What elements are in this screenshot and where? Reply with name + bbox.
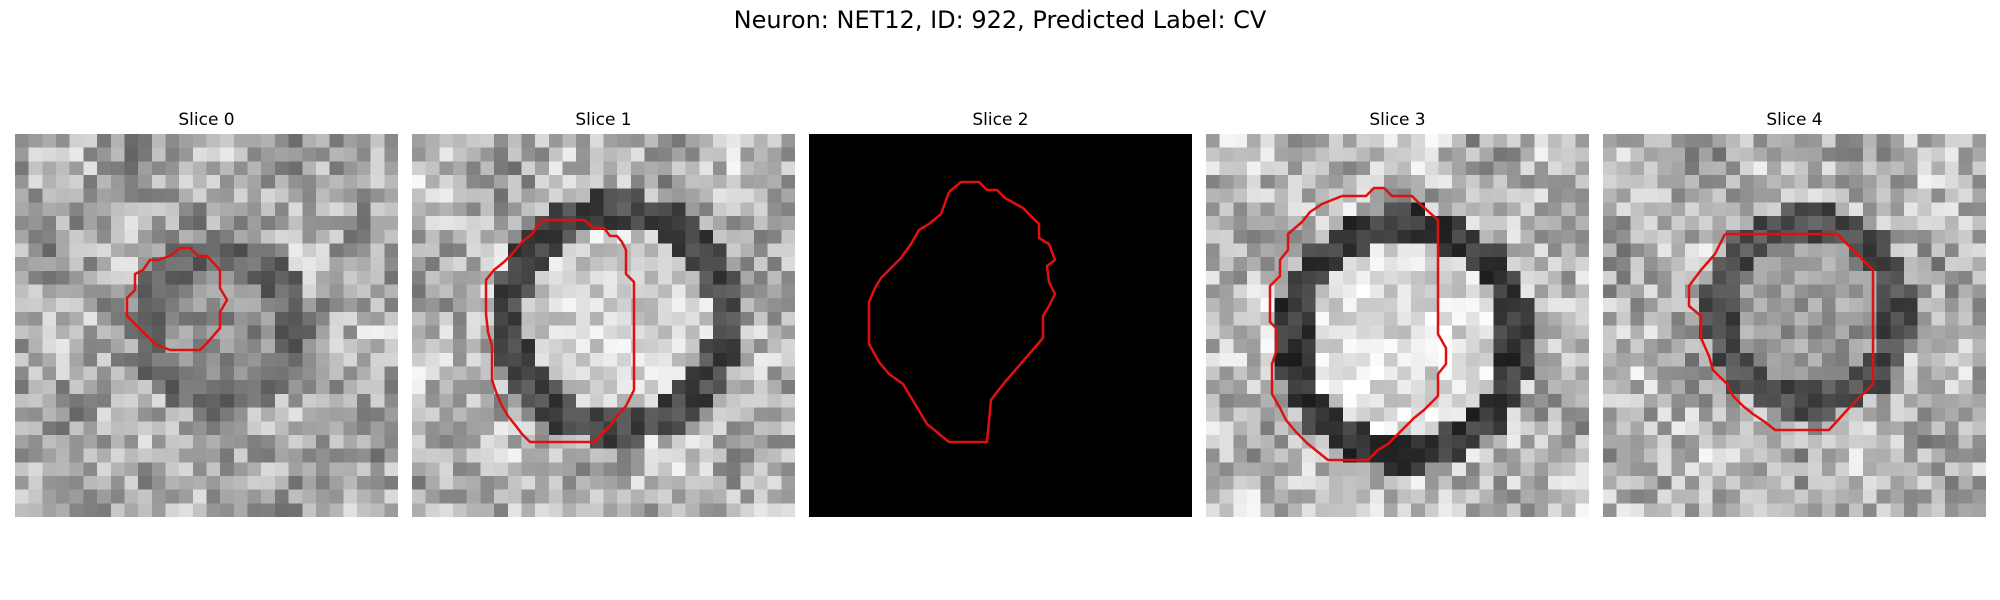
figure-title: Neuron: NET12, ID: 922, Predicted Label:…	[733, 6, 1267, 34]
slice-title: Slice 2	[972, 110, 1029, 130]
slice-title: Slice 0	[178, 110, 235, 130]
cell-contour	[484, 218, 636, 444]
slice-title: Slice 1	[575, 110, 632, 130]
slice-image	[1603, 134, 1986, 517]
cell-contour	[1687, 232, 1875, 432]
slice-image	[412, 134, 795, 517]
cell-contour	[1268, 186, 1448, 462]
slice-image	[1206, 134, 1589, 517]
slice-title: Slice 3	[1369, 110, 1426, 130]
slice-image	[15, 134, 398, 517]
cell-contour	[867, 180, 1057, 444]
slice-panel-2: Slice 2	[809, 110, 1192, 540]
cell-contour	[125, 246, 229, 352]
slice-panel-4: Slice 4	[1603, 110, 1986, 540]
slice-panel-3: Slice 3	[1206, 110, 1589, 540]
slice-panel-0: Slice 0	[15, 110, 398, 540]
slice-title: Slice 4	[1766, 110, 1823, 130]
slice-panel-1: Slice 1	[412, 110, 795, 540]
slice-image	[809, 134, 1192, 517]
